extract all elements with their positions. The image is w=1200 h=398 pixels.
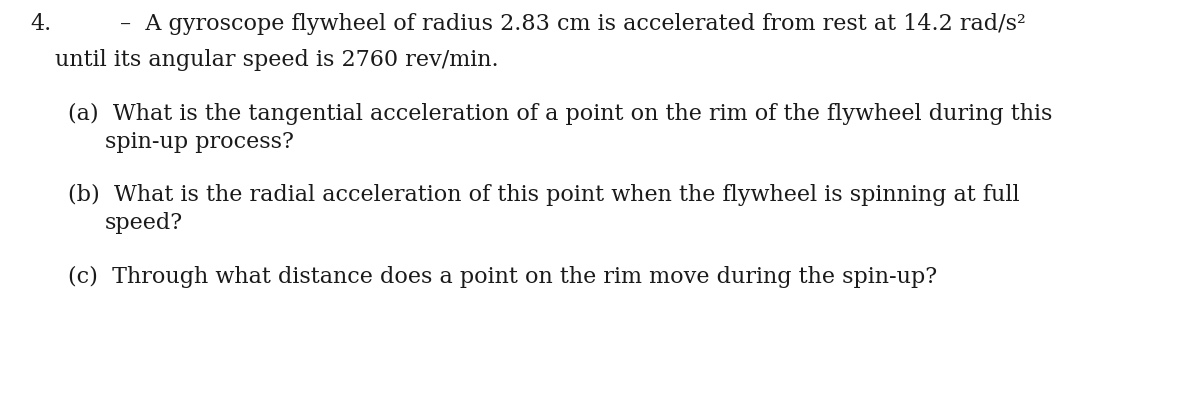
Text: –  A gyroscope flywheel of radius 2.83 cm is accelerated from rest at 14.2 rad/s: – A gyroscope flywheel of radius 2.83 cm…: [120, 13, 1026, 35]
Text: speed?: speed?: [106, 212, 184, 234]
Text: (c)  Through what distance does a point on the rim move during the spin-up?: (c) Through what distance does a point o…: [68, 266, 937, 288]
Text: (b)  What is the radial acceleration of this point when the flywheel is spinning: (b) What is the radial acceleration of t…: [68, 184, 1020, 206]
Text: until its angular speed is 2760 rev/min.: until its angular speed is 2760 rev/min.: [55, 49, 499, 71]
Text: (a)  What is the tangential acceleration of a point on the rim of the flywheel d: (a) What is the tangential acceleration …: [68, 103, 1052, 125]
Text: 4.: 4.: [30, 13, 52, 35]
Text: spin-up process?: spin-up process?: [106, 131, 294, 153]
